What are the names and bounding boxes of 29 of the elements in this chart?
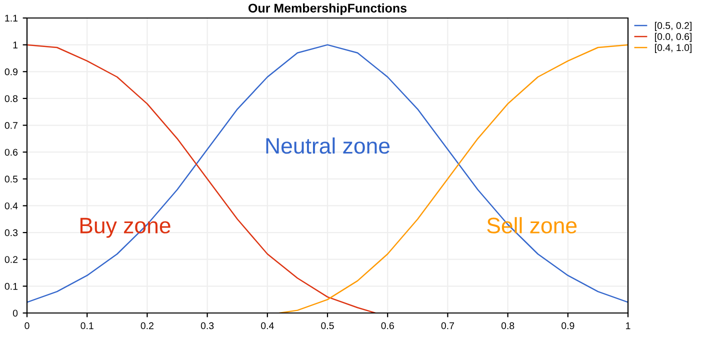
legend-label: [0.0, 0.6]	[655, 32, 692, 42]
x-tick-label: 0.4	[261, 322, 274, 330]
x-tick-label: 0.2	[140, 322, 154, 330]
y-tick-label: 0.3	[4, 229, 18, 236]
y-tick-label: 0	[12, 310, 18, 317]
y-tick-label: 0.7	[4, 122, 18, 129]
x-tick-label: 0.9	[562, 322, 574, 330]
x-tick-label: 0.1	[80, 322, 94, 330]
y-tick-label: 0.1	[4, 282, 18, 290]
x-tick-label: 0.5	[321, 322, 334, 330]
y-tick-label: 1.1	[5, 14, 18, 22]
x-tick-label: 0	[24, 322, 30, 330]
line-series	[27, 44, 628, 303]
y-tick-label: 0.5	[4, 176, 18, 183]
y-tick-label: 0.2	[4, 256, 18, 263]
y-tick-label: 1	[13, 42, 18, 48]
legend-label: [0.5, 0.2]	[655, 22, 692, 31]
x-tick-label: 0.6	[381, 322, 394, 330]
y-tick-label: 0.8	[4, 95, 18, 102]
annotation: Neutral zone	[266, 137, 390, 154]
x-tick-label: 1	[626, 322, 630, 330]
y-tick-label: 0.9	[4, 68, 18, 76]
legend-label: [0.4, 1.0]	[655, 44, 692, 53]
x-tick-label: 0.8	[501, 322, 514, 330]
y-tick-label: 0.6	[4, 148, 18, 156]
chart-title: Our MembershipFunctions	[248, 3, 407, 16]
x-tick-label: 0.3	[200, 322, 214, 330]
x-tick-label: 0.7	[441, 322, 454, 330]
y-tick-label: 0.4	[4, 202, 18, 210]
